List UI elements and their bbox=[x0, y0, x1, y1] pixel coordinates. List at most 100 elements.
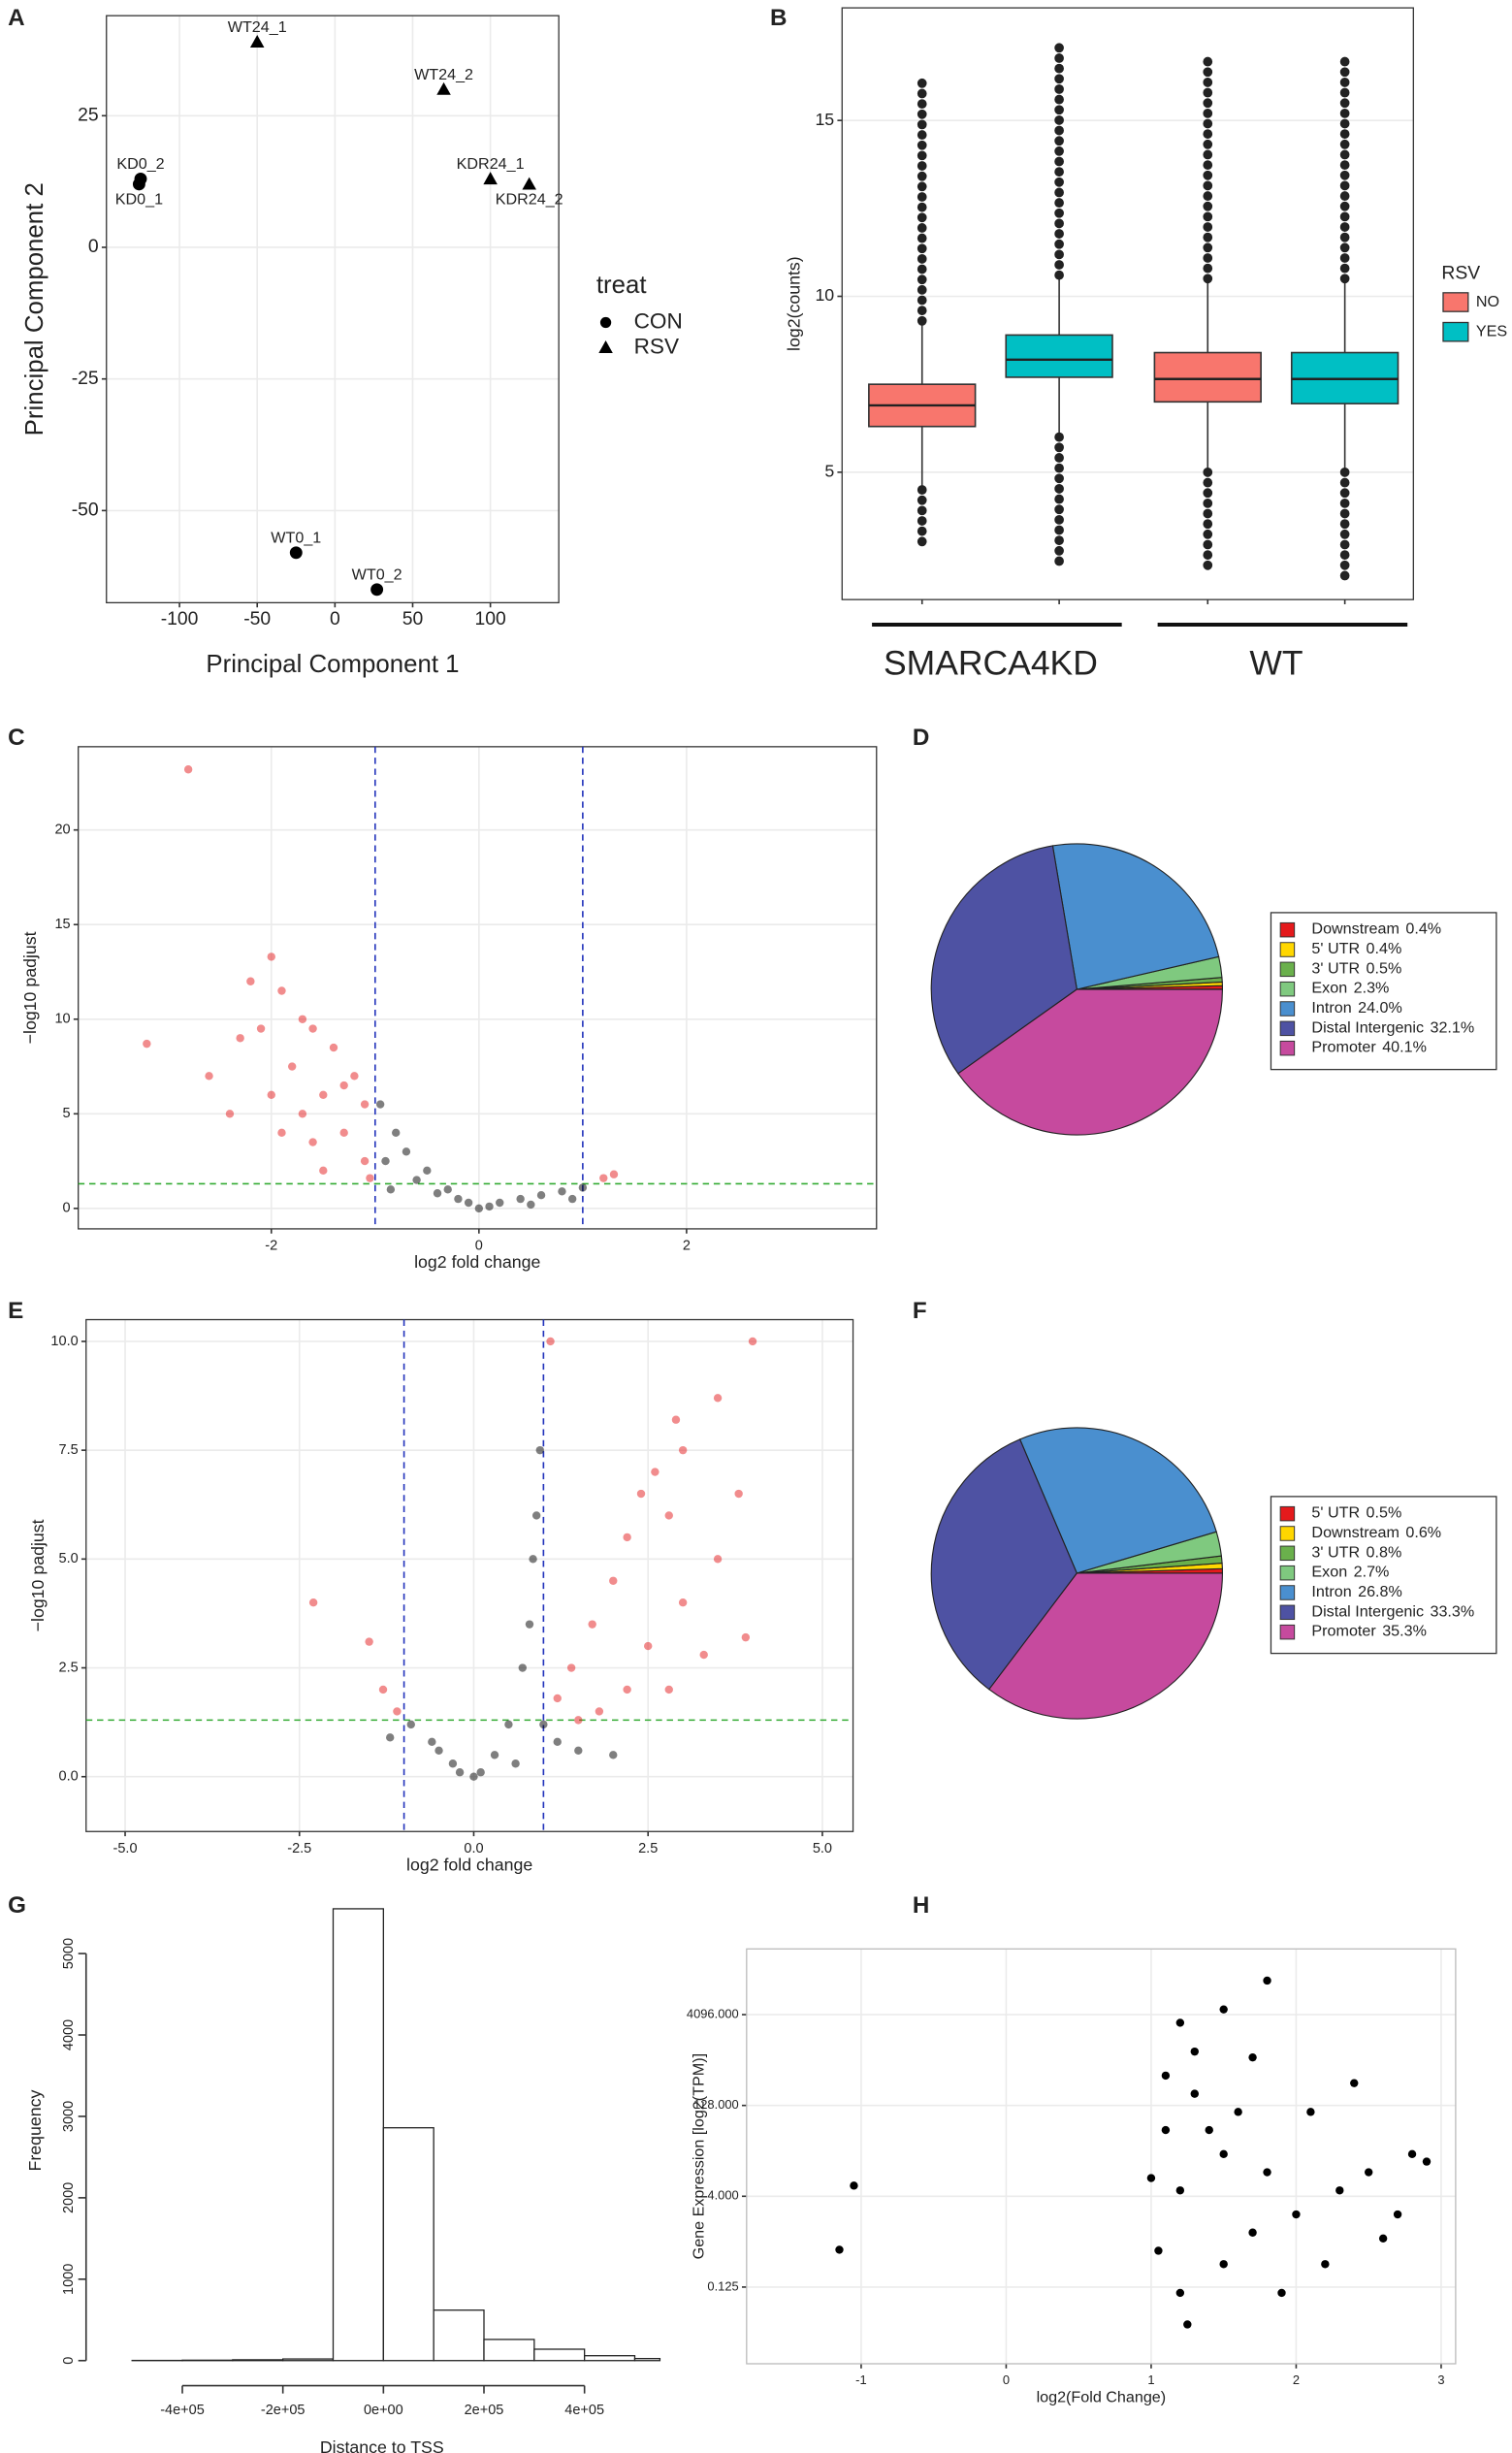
y-tick-label: 0.0 bbox=[59, 1769, 79, 1785]
point bbox=[267, 1090, 275, 1099]
x-tick-label: 5.0 bbox=[813, 1841, 832, 1856]
legend-category: Distal Intergenic bbox=[1311, 1019, 1424, 1037]
y-tick-label: 2.5 bbox=[59, 1660, 79, 1675]
point bbox=[448, 1759, 458, 1768]
panel-border bbox=[746, 1948, 1457, 2365]
point bbox=[1234, 2108, 1242, 2116]
point bbox=[1175, 2186, 1185, 2195]
x-tick-label: 3 bbox=[1437, 2372, 1444, 2387]
point bbox=[713, 1555, 723, 1564]
point bbox=[558, 1187, 566, 1196]
point bbox=[329, 1043, 338, 1052]
point bbox=[1161, 2071, 1171, 2081]
panel-letter: B bbox=[770, 5, 787, 31]
point bbox=[1190, 2047, 1199, 2056]
y-tick-label: 0.125 bbox=[707, 2278, 738, 2293]
y-axis-title: Principal Component 2 bbox=[21, 182, 48, 436]
legend-label: NO bbox=[1476, 293, 1499, 310]
point bbox=[485, 1202, 494, 1211]
y-tick-label: 4000 bbox=[61, 2019, 77, 2050]
y-tick-label: 10 bbox=[54, 1012, 70, 1027]
bar bbox=[584, 2355, 636, 2362]
legend-key bbox=[1279, 1040, 1296, 1056]
y-tick-label: 0 bbox=[61, 2357, 77, 2365]
point bbox=[378, 1685, 388, 1695]
legend-key bbox=[1279, 981, 1296, 997]
legend-box bbox=[1270, 1496, 1497, 1655]
point bbox=[609, 1576, 618, 1585]
point bbox=[402, 1147, 411, 1156]
legend-category: 3' UTR bbox=[1311, 960, 1360, 978]
y-tick-label: 5.0 bbox=[59, 1551, 79, 1566]
y-tick-label: 15 bbox=[54, 917, 70, 932]
point bbox=[644, 1641, 653, 1651]
legend-key bbox=[1442, 321, 1469, 342]
point bbox=[1219, 2149, 1228, 2159]
point bbox=[375, 1100, 385, 1109]
bar bbox=[332, 1908, 384, 2362]
point-label: WT24_1 bbox=[228, 18, 287, 36]
point bbox=[599, 1174, 608, 1182]
point bbox=[360, 1100, 370, 1109]
legend-value: 0.8% bbox=[1367, 1544, 1402, 1562]
point bbox=[1190, 2089, 1199, 2098]
legend-category: 5' UTR bbox=[1311, 940, 1360, 957]
legend-label: Intron 26.8% bbox=[1311, 1583, 1401, 1600]
panel-letter: D bbox=[913, 725, 929, 751]
point bbox=[525, 1620, 534, 1629]
legend-value: 40.1% bbox=[1382, 1039, 1427, 1056]
legend-value: 0.4% bbox=[1367, 940, 1402, 957]
point bbox=[496, 1198, 504, 1208]
legend-label: Downstream 0.4% bbox=[1311, 920, 1441, 938]
point bbox=[319, 1166, 328, 1176]
point bbox=[664, 1511, 673, 1520]
y-axis-title: Frequency bbox=[25, 2089, 45, 2171]
bar bbox=[282, 2358, 335, 2362]
panel-letter: G bbox=[8, 1892, 26, 1919]
y-tick-label: 1000 bbox=[61, 2264, 77, 2295]
x-tick-label: 0 bbox=[475, 1239, 483, 1254]
point bbox=[298, 1015, 307, 1023]
pie-slice bbox=[930, 1438, 1078, 1691]
point bbox=[609, 1751, 618, 1759]
legend-key bbox=[1279, 1585, 1296, 1600]
point bbox=[490, 1751, 499, 1759]
point bbox=[678, 1598, 688, 1607]
legend-value: 0.5% bbox=[1367, 960, 1402, 978]
legend-category: Downstream bbox=[1311, 920, 1399, 938]
legend-key bbox=[1279, 961, 1296, 978]
x-tick-label: 100 bbox=[474, 608, 506, 629]
legend-category: Distal Intergenic bbox=[1311, 1603, 1424, 1621]
box bbox=[1153, 351, 1262, 403]
point bbox=[535, 1445, 544, 1455]
point bbox=[423, 1166, 432, 1176]
point bbox=[298, 1110, 307, 1118]
point bbox=[366, 1174, 374, 1182]
x-axis-title: log2 fold change bbox=[406, 1855, 532, 1874]
y-axis-title: −log10 padjust bbox=[20, 931, 40, 1044]
point bbox=[588, 1620, 596, 1629]
legend-title: treat bbox=[596, 272, 647, 299]
legend-key bbox=[1442, 292, 1469, 312]
point bbox=[1175, 2018, 1185, 2027]
y-tick-label: 20 bbox=[54, 823, 70, 838]
point bbox=[1365, 2168, 1373, 2177]
legend-key bbox=[1279, 1526, 1296, 1541]
x-axis-title: log2(Fold Change) bbox=[1037, 2389, 1167, 2406]
point bbox=[360, 1156, 370, 1166]
legend-box bbox=[1270, 912, 1497, 1071]
panel-letter: C bbox=[8, 725, 24, 751]
legend-key bbox=[1279, 1505, 1296, 1522]
y-tick-label: 25 bbox=[78, 104, 99, 125]
point bbox=[636, 1489, 646, 1499]
legend-category: Exon bbox=[1311, 1564, 1347, 1581]
point bbox=[1407, 2149, 1417, 2159]
legend-value: 0.5% bbox=[1367, 1504, 1402, 1522]
y-axis-title: Gene Expression [log2(TPM)] bbox=[691, 2053, 708, 2259]
point bbox=[393, 1707, 402, 1716]
bar bbox=[433, 2309, 485, 2362]
legend-key bbox=[1279, 921, 1296, 938]
legend-key bbox=[1279, 1624, 1296, 1640]
point bbox=[678, 1445, 688, 1455]
point bbox=[651, 1468, 659, 1476]
